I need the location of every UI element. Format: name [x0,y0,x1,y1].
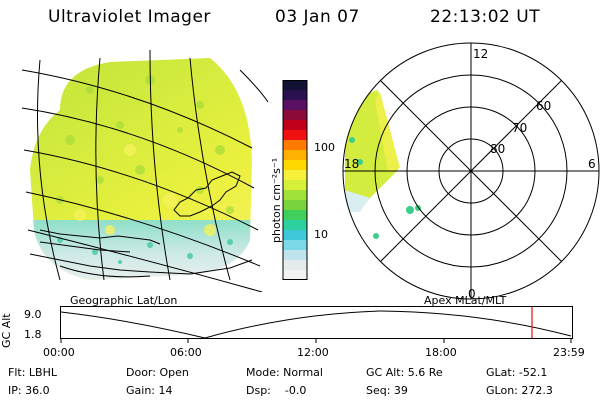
geographic-map [21,49,269,292]
mlt-label-6: 6 [588,157,596,171]
filter-info: Flt: LBHL [8,366,57,379]
colorbar-swatch [283,250,307,261]
mlt-label-0: 0 [468,287,476,301]
alt-xtick-2: 12:00 [297,346,329,359]
colorbar-swatch [283,240,307,251]
colorbar-swatch [283,160,307,171]
aurora-image [30,58,252,280]
colorbar-swatch [283,130,307,141]
colorbar-swatch [283,140,307,151]
colorbar-swatch [283,90,307,101]
glon-info: GLon: 272.3 [486,384,553,397]
alt-xtick-0: 00:00 [43,346,75,359]
altitude-plot [60,306,573,343]
colorbar-swatch [283,210,307,221]
polar-grid [342,42,600,300]
colorbar-swatch [283,150,307,161]
colorbar-swatch [283,100,307,111]
alt-ytick-high: 9.0 [24,308,42,321]
colorbar-swatch [283,200,307,211]
colorbar-swatch [283,110,307,121]
ip-info: IP: 36.0 [8,384,50,397]
mlat-label-80: 80 [490,142,505,156]
colorbar-swatch [283,260,307,271]
colorbar-swatch [283,120,307,131]
gain-info: Gain: 14 [126,384,173,397]
colorbar-tick-10: 10 [314,228,328,241]
instrument-title: Ultraviolet Imager [48,7,211,27]
colorbar [282,80,308,280]
time-label: 22:13:02 UT [430,7,541,27]
apex-caption: Apex MLat/MLT [424,294,507,307]
colorbar-swatch [283,270,307,280]
glat-info: GLat: -52.1 [486,366,548,379]
mlt-label-12: 12 [473,47,488,61]
dsp-info: Dsp: -0.0 [246,384,307,397]
alt-xtick-1: 06:00 [170,346,202,359]
mlat-label-70: 70 [512,121,527,135]
latlon-grid [21,49,269,292]
geographic-caption: Geographic Lat/Lon [70,294,178,307]
colorbar-tick-100: 100 [314,141,335,154]
colorbar-swatch [283,220,307,231]
apex-polar-map: 12 18 6 0 60 70 80 [342,42,600,301]
alt-xtick-3: 18:00 [425,346,457,359]
seq-info: Seq: 39 [366,384,408,397]
colorbar-swatch [283,80,307,91]
colorbar-swatch [283,230,307,241]
aurora-wedge [345,90,421,239]
mlat-label-60: 60 [536,99,551,113]
date-label: 03 Jan 07 [275,7,360,27]
alt-xtick-4: 23:59 [553,346,585,359]
colorbar-unit-label: photon cm⁻²s⁻¹ [270,157,283,243]
gc-alt-info: GC Alt: 5.6 Re [366,366,443,379]
alt-ylabel: GC Alt [0,313,13,348]
coastline [29,171,253,278]
alt-ytick-low: 1.8 [24,328,42,341]
colorbar-swatch [283,190,307,201]
mode-info: Mode: Normal [246,366,323,379]
colorbar-swatch [283,170,307,181]
door-info: Door: Open [126,366,189,379]
mlt-label-18: 18 [344,157,359,171]
colorbar-swatch [283,180,307,191]
altitude-curve [60,310,572,339]
